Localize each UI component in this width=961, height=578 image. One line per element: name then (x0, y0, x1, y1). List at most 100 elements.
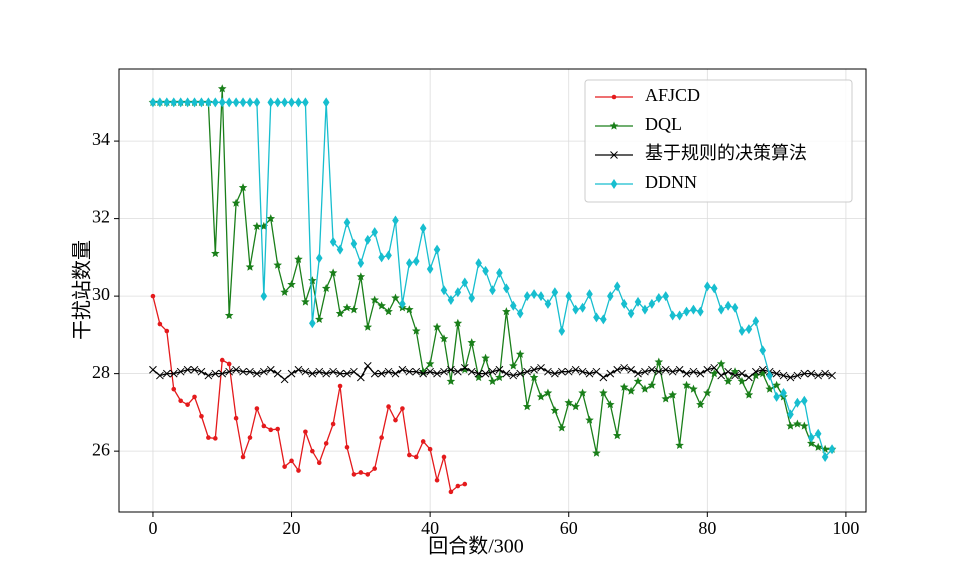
marker-stroke (308, 369, 317, 378)
marker (716, 359, 726, 368)
marker (467, 367, 476, 376)
marker-stroke (682, 369, 691, 378)
marker (433, 244, 441, 255)
marker (323, 441, 329, 446)
marker (413, 454, 419, 460)
marker (717, 371, 726, 380)
marker (406, 258, 413, 269)
marker (447, 365, 455, 374)
legend-label: 基于规则的决策算法 (645, 143, 807, 163)
marker (384, 367, 393, 376)
marker (571, 402, 580, 411)
marker (260, 291, 268, 302)
marker (509, 300, 517, 311)
marker-stroke (280, 375, 289, 384)
marker (370, 295, 379, 304)
marker (302, 97, 309, 108)
marker (150, 293, 156, 299)
marker-stroke (384, 367, 393, 376)
marker (336, 369, 344, 378)
marker (529, 373, 539, 382)
marker (462, 481, 468, 487)
marker (371, 227, 378, 238)
x-axis-label: 回合数/300 (428, 535, 524, 558)
marker (557, 423, 567, 432)
marker-stroke (474, 369, 483, 378)
marker (246, 97, 254, 108)
marker (661, 365, 670, 374)
marker (447, 294, 455, 305)
marker (801, 395, 808, 406)
marker (192, 394, 197, 400)
marker-stroke (419, 369, 428, 378)
marker-stroke (447, 365, 455, 374)
marker (149, 365, 157, 374)
marker (773, 391, 780, 402)
marker-stroke (453, 367, 462, 376)
marker (308, 276, 317, 285)
marker (496, 267, 503, 278)
marker (633, 376, 643, 386)
marker (613, 365, 622, 374)
marker (724, 300, 732, 311)
marker (613, 281, 621, 292)
marker (197, 367, 206, 376)
y-tick-label: 34 (92, 129, 110, 149)
marker (758, 365, 767, 374)
marker (772, 380, 781, 389)
marker (813, 442, 823, 451)
marker-stroke (523, 367, 532, 376)
marker-stroke (398, 365, 407, 374)
marker (315, 367, 324, 376)
marker (668, 367, 677, 376)
marker (446, 376, 456, 386)
marker (579, 302, 586, 313)
marker (171, 386, 177, 392)
marker (689, 367, 698, 376)
marker-stroke (350, 367, 358, 376)
marker (246, 367, 254, 376)
marker (641, 304, 649, 315)
marker (336, 244, 344, 255)
marker (516, 369, 525, 378)
marker (627, 308, 635, 319)
marker (814, 428, 822, 439)
marker (350, 238, 358, 249)
marker (400, 406, 405, 411)
marker (780, 388, 787, 399)
marker (164, 328, 170, 334)
marker (586, 289, 593, 300)
marker (149, 97, 157, 108)
marker (405, 367, 414, 376)
marker (407, 452, 412, 458)
marker (211, 248, 220, 258)
marker (751, 367, 760, 376)
marker (690, 304, 697, 315)
marker-stroke (696, 369, 705, 378)
marker (198, 97, 205, 108)
marker (247, 435, 253, 440)
marker (183, 365, 192, 374)
marker-stroke (287, 369, 296, 378)
marker (738, 369, 746, 378)
marker (266, 365, 275, 374)
marker-stroke (329, 367, 337, 376)
marker (641, 367, 649, 376)
marker-stroke (544, 367, 552, 376)
marker (744, 390, 754, 399)
marker-stroke (689, 367, 698, 376)
marker (523, 291, 531, 302)
y-tick-label: 26 (92, 439, 110, 459)
marker (610, 151, 618, 159)
marker (426, 263, 434, 274)
marker (212, 97, 219, 108)
marker-stroke (772, 369, 781, 378)
marker-stroke (751, 367, 760, 376)
marker (710, 283, 718, 294)
marker (370, 369, 379, 378)
marker (356, 272, 366, 281)
marker-stroke (807, 369, 816, 378)
marker (377, 369, 386, 378)
marker-stroke (627, 365, 635, 374)
marker (609, 121, 619, 130)
